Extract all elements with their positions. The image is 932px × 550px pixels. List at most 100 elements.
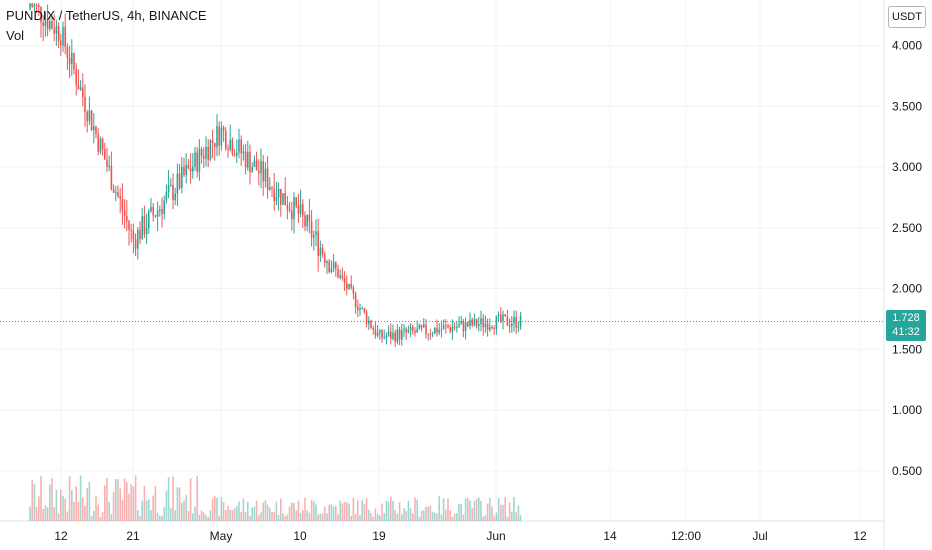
volume-bar [238,501,240,521]
candle-body [152,206,154,216]
time-tick-label: 12 [853,529,867,543]
volume-bar [394,509,396,521]
volume-bar [335,505,337,521]
volume-bar [495,512,498,521]
volume-bar [273,511,275,521]
volume-bar [258,515,260,521]
volume-bar [436,513,438,521]
candle-body [473,318,476,326]
volume-bar [515,512,517,521]
volume-bar [90,516,93,521]
candle-body [77,84,80,90]
candle-body [423,324,425,328]
volume-bar [315,504,317,521]
volume-bar [313,501,315,521]
candle-body [187,165,190,169]
volume-bar [328,504,330,521]
volume-bar [79,475,82,521]
candle-body [405,328,407,333]
candle-body [176,173,179,194]
volume-bar [407,500,410,521]
candle-body [68,58,71,65]
candle-body [324,254,326,264]
volume-bar [482,516,484,521]
volume-bar [262,502,264,521]
candle-body [361,307,363,309]
volume-bar [412,513,414,521]
volume-bar [392,501,394,521]
candle-body [218,126,220,146]
candle-body [64,26,66,48]
volume-bar [126,482,128,521]
volume-bar [220,497,223,521]
candle-body [132,230,135,240]
volume-bar [442,498,445,521]
candle-body [445,325,447,327]
volume-bar [189,478,192,521]
volume-bar [418,516,421,521]
currency-button[interactable]: USDT [888,6,926,28]
volume-bar [297,500,300,521]
volume-bar [429,505,432,521]
candle-body [427,333,429,335]
candle-body [174,193,176,200]
volume-bar [431,511,434,521]
candle-body [359,308,361,311]
candle-body [227,148,229,150]
candle-body [66,47,69,59]
volume-bar [434,512,436,521]
candle-body [225,130,227,149]
volume-bar [49,484,51,521]
time-tick-label: Jun [486,529,505,543]
volume-bar [493,516,495,521]
candle-body [337,268,339,278]
volume-bar [339,500,341,521]
candle-body [148,211,150,229]
volume-bar [183,500,185,521]
candle-body [205,146,207,159]
volume-bar [242,498,245,521]
candle-body [222,127,225,131]
candle-body [434,327,436,334]
time-axis-labels: 12 21 May 10 19 Jun 14 12:00 Jul 12 [54,529,867,543]
time-tick-label: 12:00 [671,529,701,543]
candle-body [126,215,128,221]
candle-body [282,193,284,205]
candle-body [484,323,487,328]
candle-body [387,331,390,336]
candle-body [194,152,196,167]
volume-bar [194,506,196,521]
candle-body [229,139,231,150]
volume-bar [196,475,198,521]
volume-bar [253,506,256,521]
volume-bar [198,514,201,521]
volume-bar [403,508,405,521]
candle-body [475,318,478,327]
volume-bar [93,510,95,521]
candle-body [442,325,445,330]
volume-bar [233,508,236,521]
candle-body [97,133,99,152]
candle-body [90,110,93,130]
candle-body [150,206,152,212]
candle-body [214,142,216,148]
volume-indicator-label[interactable]: Vol [6,28,25,43]
volume-bar [372,516,374,521]
candle-body [379,330,381,333]
candle-body [95,126,97,134]
candle-body [86,112,88,122]
volume-bar [214,496,216,521]
time-tick-label: 14 [603,529,617,543]
candle-body [93,126,95,130]
candle-body [75,69,77,85]
candle-body [431,333,434,335]
volume-bar [383,513,385,521]
volume-bars [29,475,522,521]
volume-bar [108,501,110,521]
volume-bar [266,504,269,521]
candle-body [266,168,269,190]
volume-bar [260,512,262,521]
volume-bar [218,515,220,521]
chart-grid [0,0,884,521]
